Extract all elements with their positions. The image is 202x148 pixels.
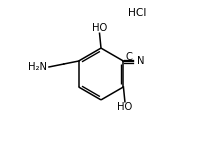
- Text: HCl: HCl: [128, 8, 146, 18]
- Text: H₂N: H₂N: [28, 62, 47, 72]
- Text: HO: HO: [117, 103, 133, 112]
- Text: N: N: [137, 56, 144, 66]
- Text: C: C: [126, 52, 133, 62]
- Text: HO: HO: [92, 22, 107, 33]
